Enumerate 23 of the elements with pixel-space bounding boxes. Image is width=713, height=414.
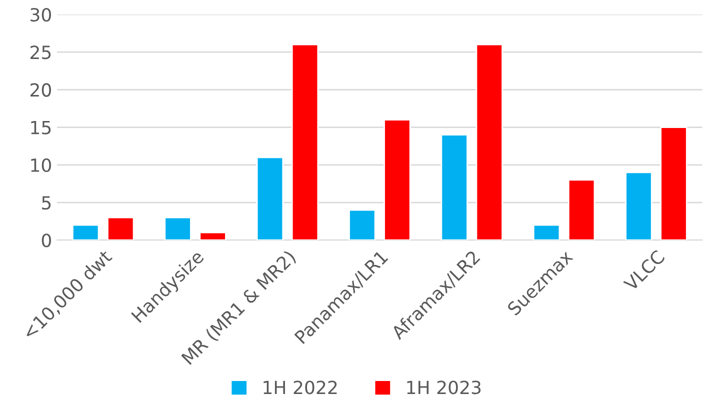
- y-tick-label: 15: [31, 121, 51, 134]
- bar: [384, 119, 411, 240]
- y-tick-label: 25: [30, 46, 51, 60]
- y-tick-label: 5: [42, 196, 51, 210]
- bar: [440, 134, 468, 240]
- y-tick-label: 20: [30, 83, 51, 97]
- bar: [625, 172, 652, 240]
- bar: [107, 216, 134, 240]
- bar: [72, 224, 100, 240]
- bar: [164, 216, 192, 240]
- bar: [199, 232, 226, 240]
- bar: [568, 179, 596, 240]
- y-tick-label: 30: [30, 8, 51, 22]
- bar: [476, 44, 503, 240]
- legend-label: 1H 2023: [407, 380, 481, 394]
- y-tick-label: 0: [42, 234, 51, 248]
- bar: [348, 209, 376, 240]
- bar: [256, 156, 284, 240]
- bar: [532, 224, 560, 240]
- legend-label: 1H 2022: [264, 380, 337, 394]
- y-tick-label: 10: [31, 158, 51, 172]
- bar: [291, 44, 319, 240]
- bar: [660, 126, 688, 240]
